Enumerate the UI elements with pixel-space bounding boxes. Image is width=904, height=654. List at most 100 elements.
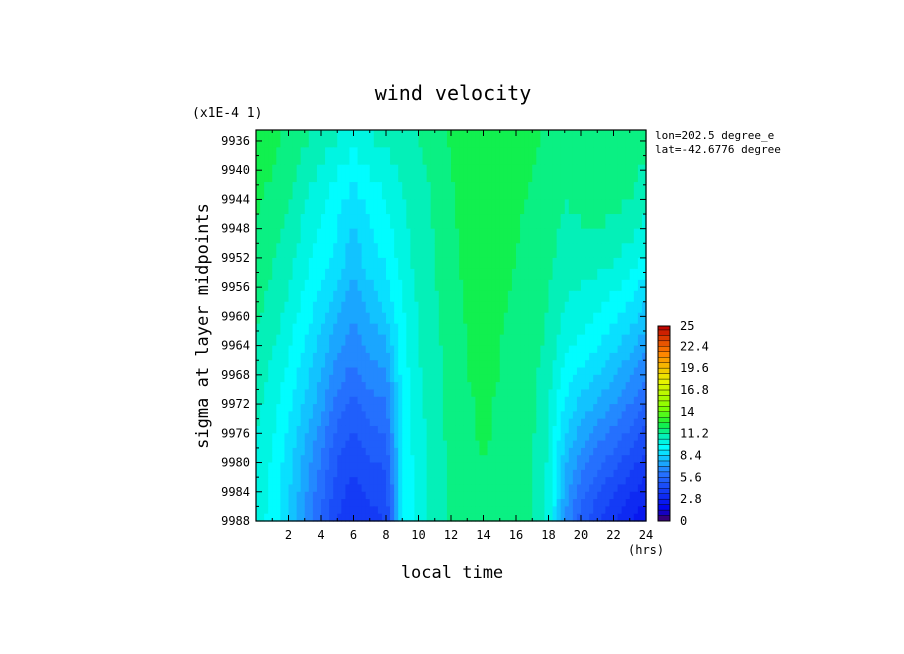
heatmap-cell [345, 367, 351, 376]
heatmap-cell [426, 243, 432, 259]
heatmap-cell [641, 228, 647, 244]
heatmap-cell [406, 440, 411, 449]
heatmap-cell [276, 214, 281, 230]
heatmap-cell [381, 382, 387, 391]
heatmap-cell [511, 447, 517, 456]
heatmap-cell [341, 312, 346, 325]
heatmap-cell [540, 367, 546, 376]
heatmap-cell [621, 499, 627, 507]
heatmap-cell [418, 323, 424, 336]
heatmap-cell [276, 367, 281, 376]
heatmap-cell [292, 290, 298, 303]
heatmap-cell [414, 257, 420, 270]
heatmap-cell [365, 374, 371, 383]
heatmap-cell [516, 396, 521, 405]
heatmap-cell [434, 469, 440, 478]
heatmap-cell [483, 334, 489, 347]
heatmap-cell [524, 279, 529, 292]
heatmap-cell [260, 469, 265, 478]
heatmap-cell [276, 228, 281, 244]
heatmap-cell [556, 279, 562, 292]
heatmap-cell [325, 352, 330, 361]
heatmap-cell [426, 374, 432, 383]
heatmap-cell [422, 290, 428, 303]
heatmap-cell [637, 130, 643, 148]
heatmap-cell [609, 301, 615, 314]
heatmap-cell [552, 279, 558, 292]
heatmap-cell [430, 182, 436, 201]
heatmap-cell [365, 257, 371, 270]
heatmap-cell [268, 257, 273, 270]
heatmap-cell [264, 396, 269, 405]
heatmap-cell [333, 462, 338, 471]
heatmap-cell [316, 477, 322, 486]
heatmap-cell [369, 334, 375, 347]
heatmap-cell [589, 513, 594, 522]
heatmap-cell [625, 334, 631, 347]
heatmap-cell [390, 425, 395, 434]
heatmap-cell [268, 301, 273, 314]
heatmap-cell [536, 374, 541, 383]
heatmap-cell [406, 312, 411, 325]
heatmap-cell [292, 214, 298, 230]
heatmap-cell [568, 469, 574, 478]
heatmap-cell [321, 257, 326, 270]
heatmap-cell [560, 447, 566, 456]
heatmap-cell [430, 312, 436, 325]
heatmap-cell [548, 382, 554, 391]
heatmap-cell [426, 506, 432, 515]
heatmap-cell [280, 360, 286, 369]
heatmap-cell [511, 440, 517, 449]
heatmap-cell [593, 243, 598, 259]
heatmap-cell [613, 447, 619, 456]
heatmap-cell [483, 374, 489, 383]
heatmap-cell [446, 433, 452, 442]
heatmap-cell [520, 455, 525, 464]
heatmap-cell [280, 499, 286, 507]
heatmap-cell [373, 214, 379, 230]
heatmap-cell [381, 484, 387, 493]
heatmap-cell [369, 164, 375, 183]
heatmap-cell [520, 513, 525, 522]
heatmap-cell [560, 164, 566, 183]
heatmap-cell [300, 477, 306, 486]
heatmap-cell [463, 469, 468, 478]
heatmap-cell [467, 147, 472, 166]
heatmap-cell [377, 477, 383, 486]
heatmap-cell [337, 279, 342, 292]
heatmap-cell [564, 513, 570, 522]
heatmap-cell [524, 243, 529, 259]
heatmap-cell [446, 513, 452, 522]
heatmap-cell [585, 228, 590, 244]
heatmap-cell [422, 440, 428, 449]
heatmap-cell [601, 447, 606, 456]
heatmap-cell [341, 345, 346, 354]
colorbar-band [657, 498, 671, 505]
heatmap-cell [629, 312, 635, 325]
heatmap-cell [593, 199, 598, 215]
heatmap-cell [487, 440, 493, 449]
heatmap-cell [398, 447, 403, 456]
heatmap-cell [321, 147, 326, 166]
heatmap-cell [491, 440, 497, 449]
heatmap-cell [451, 301, 456, 314]
heatmap-cell [548, 360, 554, 369]
heatmap-cell [357, 491, 363, 500]
colorbar-band [657, 417, 671, 423]
heatmap-cell [276, 425, 281, 434]
heatmap-cell [520, 130, 525, 148]
heatmap-cell [304, 440, 310, 449]
heatmap-cell [605, 323, 611, 336]
heatmap-cell [341, 214, 346, 230]
heatmap-cell [572, 164, 578, 183]
heatmap-cell [455, 228, 460, 244]
heatmap-cell [442, 367, 448, 376]
heatmap-cell [572, 334, 578, 347]
heatmap-cell [544, 360, 550, 369]
heatmap-cell [337, 268, 342, 281]
heatmap-cell [349, 334, 355, 347]
heatmap-cell [414, 228, 420, 244]
heatmap-cell [308, 334, 314, 347]
heatmap-cell [536, 469, 541, 478]
heatmap-cell [589, 268, 594, 281]
